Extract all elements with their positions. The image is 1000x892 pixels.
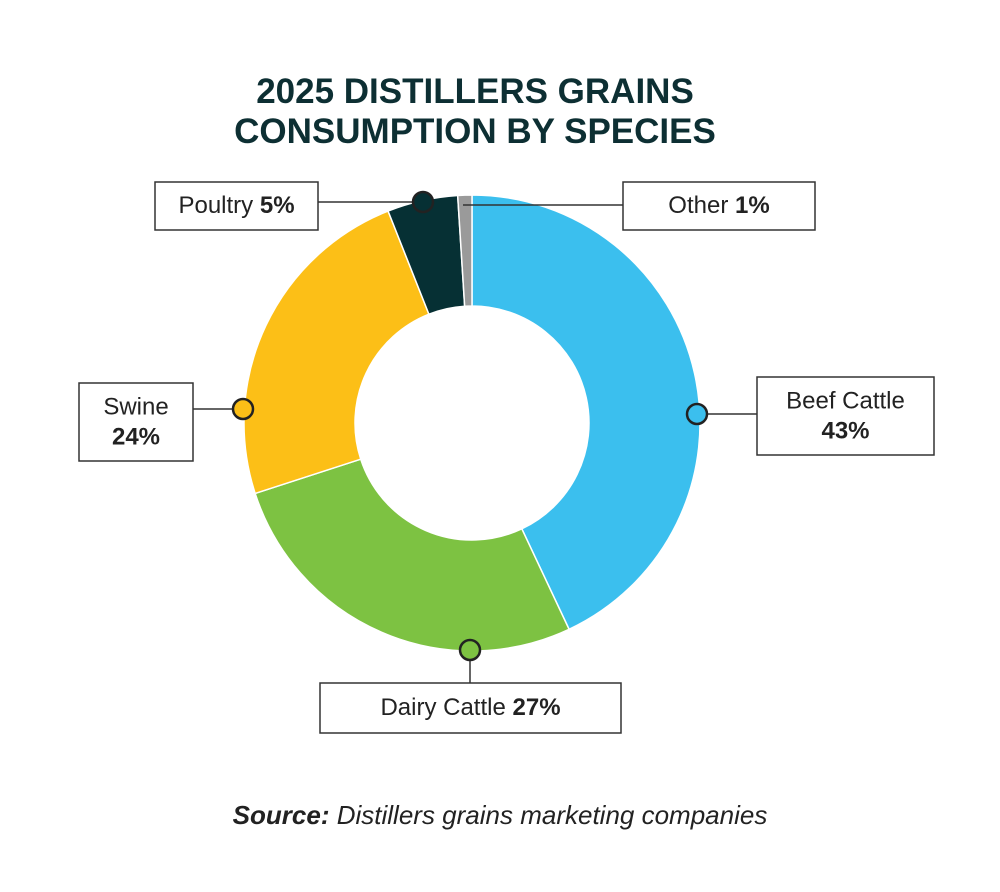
label-box [756,376,935,456]
chart-title: 2025 DISTILLERS GRAINS CONSUMPTION BY SP… [234,72,716,151]
label-text: Dairy Cattle 27% [380,694,560,721]
label-box [319,682,622,734]
label-dot [458,638,482,662]
label-box [78,382,194,462]
label-text: Poultry 5% [178,192,294,219]
label-dot [685,402,709,426]
label-dot [231,397,255,421]
label-box [154,181,319,231]
value-label: 27% [513,694,561,721]
source: Source: Distillers grains marketing comp… [0,800,1000,831]
label-box [622,181,816,231]
donut-segment [243,210,430,495]
category-label: Swine [103,393,168,420]
donut-segment [471,194,701,631]
source-text: Distillers grains marketing companies [336,800,768,830]
category-label: Poultry [178,192,253,219]
value-label: 1% [735,192,770,219]
source-label: Source: [232,800,330,830]
label-dot [411,190,435,214]
value-label: 24% [112,423,160,450]
category-label: Other [668,192,728,219]
donut-segment [254,458,571,652]
value-label: 43% [821,417,869,444]
label-text: Other 1% [668,192,769,219]
value-label: 5% [260,192,295,219]
category-label: Beef Cattle [786,387,905,414]
category-label: Dairy Cattle [380,694,505,721]
donut-segment [456,194,473,308]
